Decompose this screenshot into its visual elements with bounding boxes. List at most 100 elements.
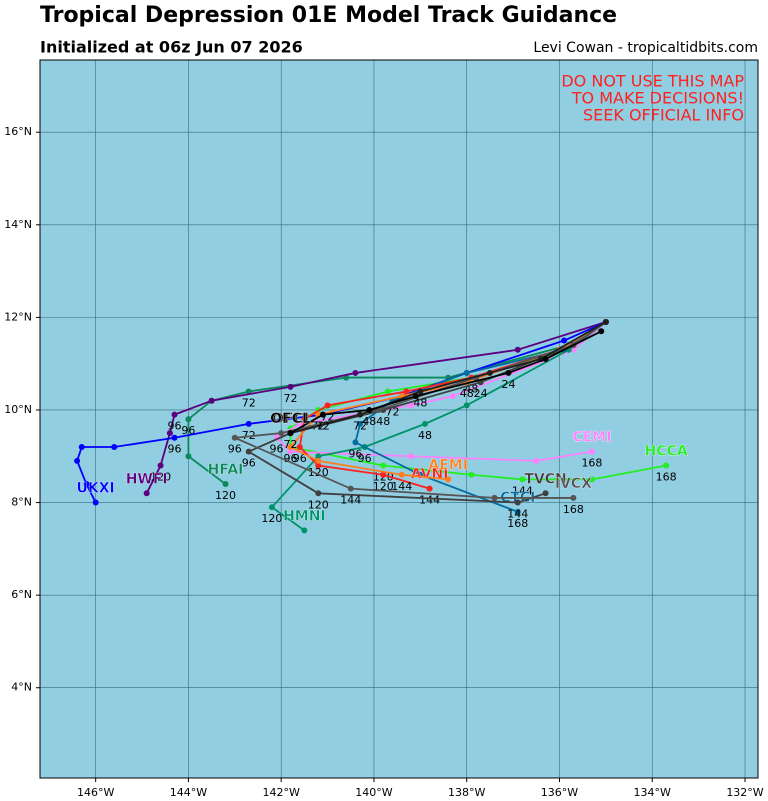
- forecast-hour-label: 120: [150, 471, 171, 484]
- track-point: [426, 485, 433, 492]
- credit: Levi Cowan - tropicaltidbits.com: [533, 40, 758, 56]
- track-point: [663, 462, 670, 469]
- track-point: [231, 434, 238, 441]
- chart-subtitle: Initialized at 06z Jun 07 2026: [40, 38, 303, 57]
- track-point: [408, 402, 415, 409]
- track-line: [290, 321, 607, 434]
- model-label: HCCA: [645, 444, 688, 460]
- warning-line: SEEK OFFICIAL INFO: [583, 106, 744, 125]
- x-tick-label: 132°W: [726, 786, 763, 799]
- track-point: [505, 369, 512, 376]
- track-point: [278, 430, 285, 437]
- track-point: [602, 319, 609, 326]
- forecast-hour-label: 48: [418, 429, 432, 442]
- track-point: [78, 444, 85, 451]
- x-tick-label: 146°W: [77, 786, 114, 799]
- forecast-hour-label: 168: [507, 517, 528, 530]
- track-point: [347, 485, 354, 492]
- y-tick-label: 10°N: [4, 403, 32, 416]
- y-tick-label: 4°N: [11, 681, 32, 694]
- track-point: [468, 471, 475, 478]
- track-point: [398, 471, 405, 478]
- forecast-hour-label: 96: [242, 457, 256, 470]
- track-point: [83, 481, 90, 488]
- forecast-hour-label: 120: [261, 512, 282, 525]
- track-point: [92, 499, 99, 506]
- model-label: OFCI: [272, 411, 309, 427]
- track-point: [417, 388, 424, 395]
- track-point: [315, 490, 322, 497]
- track-point: [463, 369, 470, 376]
- forecast-hour-label: 48: [413, 396, 427, 409]
- track-point: [588, 476, 595, 483]
- forecast-hour-label: 72: [242, 429, 256, 442]
- forecast-hour-label: 48: [362, 415, 376, 428]
- track-point: [301, 527, 308, 534]
- track-point: [208, 397, 215, 404]
- track-point: [171, 434, 178, 441]
- track-point: [542, 356, 549, 363]
- forecast-hour-label: 120: [215, 489, 236, 502]
- track-point: [514, 346, 521, 353]
- track-point: [384, 388, 391, 395]
- track-point: [514, 508, 521, 515]
- forecast-hour-label: 72: [242, 396, 256, 409]
- y-tick-label: 16°N: [4, 125, 32, 138]
- model-label: IVCX: [555, 476, 592, 492]
- track-line: [270, 321, 607, 532]
- track-point: [166, 430, 173, 437]
- track-point: [542, 490, 549, 497]
- model-label: HMNI: [283, 508, 326, 524]
- track-point: [352, 439, 359, 446]
- track-point: [287, 383, 294, 390]
- forecast-hour-label: 144: [507, 508, 528, 521]
- track-point: [588, 448, 595, 455]
- model-label: AEMI: [428, 457, 468, 473]
- track-point: [357, 411, 364, 418]
- forecast-hour-label: 168: [563, 503, 584, 516]
- forecast-hour-label: 96: [293, 452, 307, 465]
- forecast-hour-label: 24: [501, 378, 515, 391]
- forecast-hour-label: 168: [656, 471, 677, 484]
- track-point: [74, 457, 81, 464]
- track-point: [445, 476, 452, 483]
- track-point: [408, 453, 415, 460]
- forecast-hour-label: 120: [308, 498, 329, 511]
- y-tick-label: 6°N: [11, 588, 32, 601]
- forecast-hour-label: 96: [228, 443, 242, 456]
- forecast-hour-label: 72: [353, 420, 367, 433]
- track-point: [380, 471, 387, 478]
- track-line: [76, 321, 607, 503]
- track-point: [268, 504, 275, 511]
- track-point: [421, 420, 428, 427]
- forecast-hour-label: 96: [168, 443, 182, 456]
- track-point: [533, 457, 540, 464]
- forecast-hour-label: 144: [391, 480, 412, 493]
- track-point: [157, 462, 164, 469]
- track-point: [296, 444, 303, 451]
- track-point: [380, 462, 387, 469]
- x-tick-label: 134°W: [634, 786, 671, 799]
- track-point: [403, 388, 410, 395]
- track-point: [486, 369, 493, 376]
- forecast-hour-label: 96: [168, 420, 182, 433]
- track-point: [315, 462, 322, 469]
- track-point: [449, 393, 456, 400]
- track-point: [561, 337, 568, 344]
- track-point: [185, 453, 192, 460]
- track-point: [222, 481, 229, 488]
- track-point: [287, 444, 294, 451]
- track-point: [287, 430, 294, 437]
- track-point: [412, 393, 419, 400]
- track-point: [111, 444, 118, 451]
- forecast-hour-label: 120: [308, 466, 329, 479]
- x-tick-label: 144°W: [170, 786, 207, 799]
- y-tick-label: 8°N: [11, 496, 32, 509]
- x-tick-label: 140°W: [355, 786, 392, 799]
- track-point: [463, 402, 470, 409]
- forecast-hour-label: 72: [316, 420, 330, 433]
- y-tick-label: 14°N: [4, 218, 32, 231]
- forecast-hour-label: 96: [270, 443, 284, 456]
- model-label: TVCN: [524, 471, 566, 487]
- warning-line: TO MAKE DECISIONS!: [571, 89, 744, 108]
